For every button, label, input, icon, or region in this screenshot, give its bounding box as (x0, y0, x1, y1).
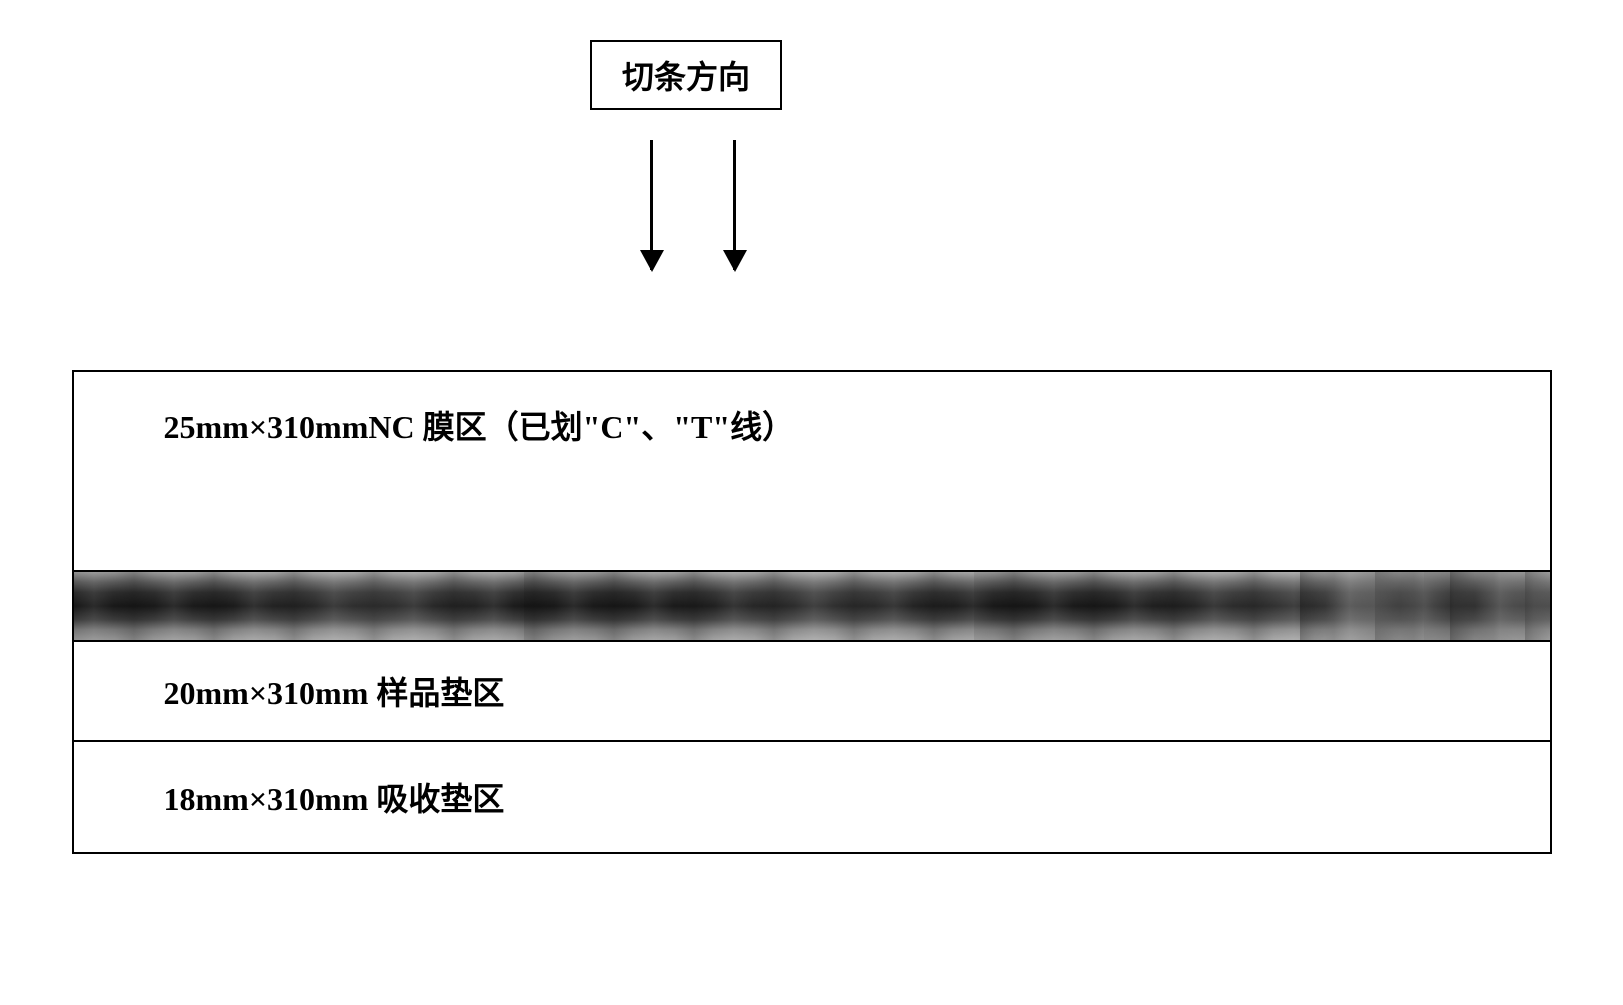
absorbent-pad-label: 18mm×310mm 吸收垫区 (164, 774, 505, 820)
arrow-right (733, 140, 736, 270)
gold-conjugate-region (74, 572, 1550, 642)
sample-pad-label: 20mm×310mm 样品垫区 (164, 668, 505, 714)
direction-arrows (650, 140, 1563, 270)
sample-pad-region: 20mm×310mm 样品垫区 (74, 642, 1550, 742)
test-strip-diagram: 25mm×310mmNC 膜区（已划"C"、"T"线） 20mm×310mm 样… (72, 370, 1552, 854)
nc-membrane-label: 25mm×310mmNC 膜区（已划"C"、"T"线） (164, 402, 795, 448)
arrow-left (650, 140, 653, 270)
nc-membrane-region: 25mm×310mmNC 膜区（已划"C"、"T"线） (74, 372, 1550, 572)
cut-direction-label: 切条方向 (622, 59, 750, 95)
cut-direction-box: 切条方向 (590, 40, 782, 110)
absorbent-pad-region: 18mm×310mm 吸收垫区 (74, 742, 1550, 852)
